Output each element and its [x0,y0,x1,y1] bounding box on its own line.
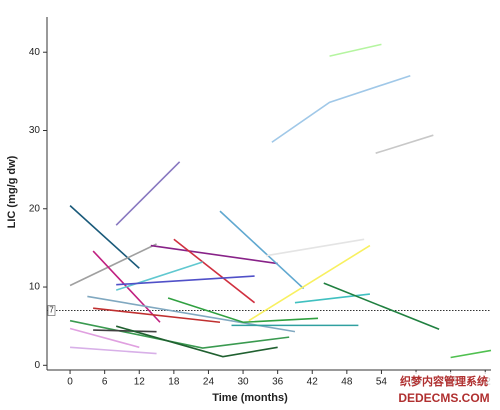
series-line [93,307,221,324]
y-tick-label: 20 [29,203,41,214]
watermark-bg [388,372,500,410]
x-tick-label: 0 [67,377,73,388]
reference-label-box [47,305,56,316]
series-line [69,205,140,269]
series-line [115,161,181,226]
series-line [93,329,157,333]
x-tick-label: 48 [341,377,353,388]
x-tick-label: 42 [307,377,319,388]
y-tick-label: 0 [34,360,40,371]
series-line [329,43,382,57]
series-line [294,293,371,304]
series-line [150,244,278,265]
x-tick-label: 54 [376,377,388,388]
x-tick-label: 24 [203,377,215,388]
x-tick-label: 30 [237,377,249,388]
x-tick-label: 18 [168,377,180,388]
series-line [375,134,434,154]
series-line [116,275,255,286]
watermark: 织梦内容管理系统 [400,374,488,388]
series-line [248,244,371,322]
reference-label: 7 [49,306,54,315]
watermark: DEDECMS.COM [398,391,489,405]
series-line [173,238,256,304]
series-line [167,297,319,324]
y-tick-label: 30 [29,125,41,136]
series-line [450,349,492,359]
series-line [70,346,157,355]
series-line [219,210,305,290]
series-line [265,238,365,257]
series-line [69,327,140,349]
series-line [323,282,440,331]
x-tick-label: 12 [134,377,146,388]
series-line [115,261,203,291]
y-axis-title: LIC (mg/g dw) [6,155,18,228]
x-tick-label: 6 [102,377,108,388]
series-line [271,74,411,143]
series-line [115,325,278,358]
series-line [69,243,157,287]
x-tick-label: 36 [272,377,284,388]
y-tick-label: 10 [29,282,41,293]
y-tick-label: 40 [29,47,41,58]
x-axis-title: Time (months) [212,392,288,404]
